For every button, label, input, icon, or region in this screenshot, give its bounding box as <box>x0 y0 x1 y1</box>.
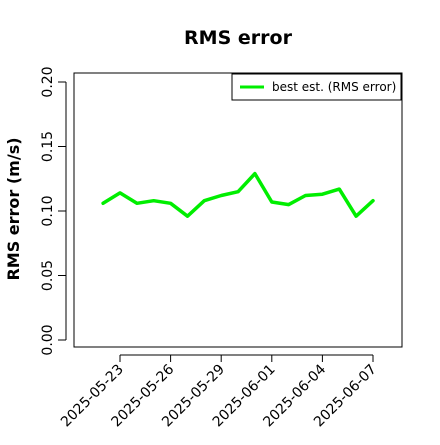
series-layer <box>101 171 375 218</box>
legend: best est. (RMS error) <box>231 73 402 101</box>
series-line <box>101 171 375 218</box>
y-tick-label: 0.10 <box>40 195 56 226</box>
y-axis: 0.00 0.05 0.10 0.15 0.20 <box>40 66 67 356</box>
chart-title: RMS error <box>184 27 293 49</box>
y-tick-label: 0.05 <box>40 260 56 291</box>
legend-label: best est. (RMS error) <box>272 80 396 94</box>
y-tick-label: 0.15 <box>40 131 56 162</box>
y-tick-label: 0.20 <box>40 66 56 97</box>
x-axis: 2025-05-232025-05-262025-05-292025-06-01… <box>58 354 380 430</box>
plot-frame <box>73 72 403 348</box>
y-tick-label: 0.00 <box>40 324 56 355</box>
y-axis-label: RMS error (m/s) <box>4 137 23 280</box>
